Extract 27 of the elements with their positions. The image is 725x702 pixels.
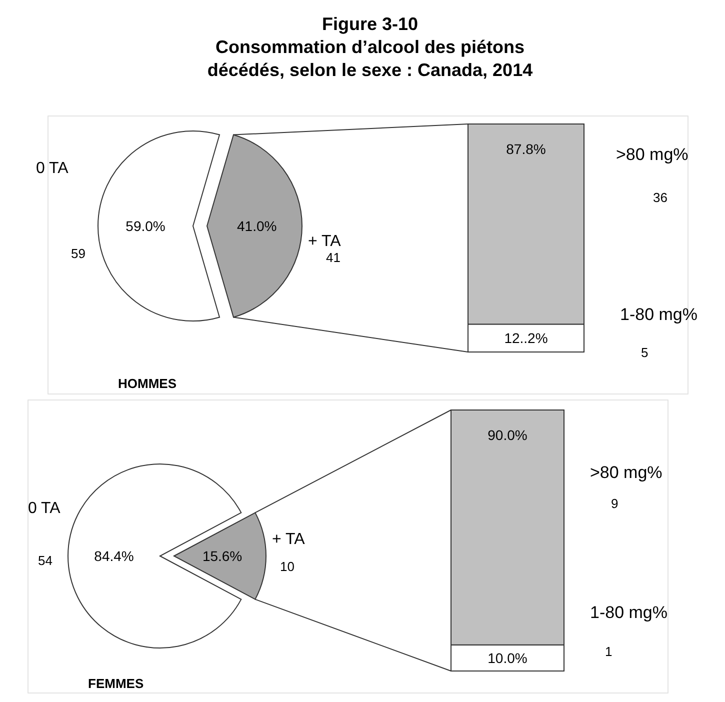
text: 54 <box>38 553 52 568</box>
text: FEMMES <box>88 676 144 691</box>
text: 41 <box>326 250 340 265</box>
data-label: 87.8% <box>506 141 546 157</box>
data-label: 10.0% <box>488 650 528 666</box>
slice-label: + TA <box>308 233 342 250</box>
data-label: 84.4% <box>94 548 134 564</box>
text: 59 <box>71 246 86 261</box>
text: 9 <box>611 496 618 511</box>
series-label: >80 mg% <box>616 145 688 164</box>
text: 1 <box>605 644 612 659</box>
data-label: 59.0% <box>126 218 166 234</box>
chart-title: Figure 3-10 Consommation d’alcool des piétons décédés, selon le sexe : Canada, 2014 <box>207 14 533 80</box>
text: 5 <box>641 345 648 360</box>
text: 36 <box>653 190 668 205</box>
slice-label: 0 TA <box>28 500 61 517</box>
text: 1-80 mg% <box>620 305 698 324</box>
text: 1-80 mg% <box>590 603 668 622</box>
data-label: 15.6% <box>202 548 242 564</box>
slice-label: 0 TA <box>36 160 69 177</box>
data-label: 12..2% <box>504 330 548 346</box>
text: HOMMES <box>118 376 177 391</box>
data-label: 90.0% <box>488 427 528 443</box>
slice-label: + TA <box>272 531 306 548</box>
data-label: 41.0% <box>237 218 277 234</box>
text: 10 <box>280 559 294 574</box>
series-label: >80 mg% <box>590 463 662 482</box>
